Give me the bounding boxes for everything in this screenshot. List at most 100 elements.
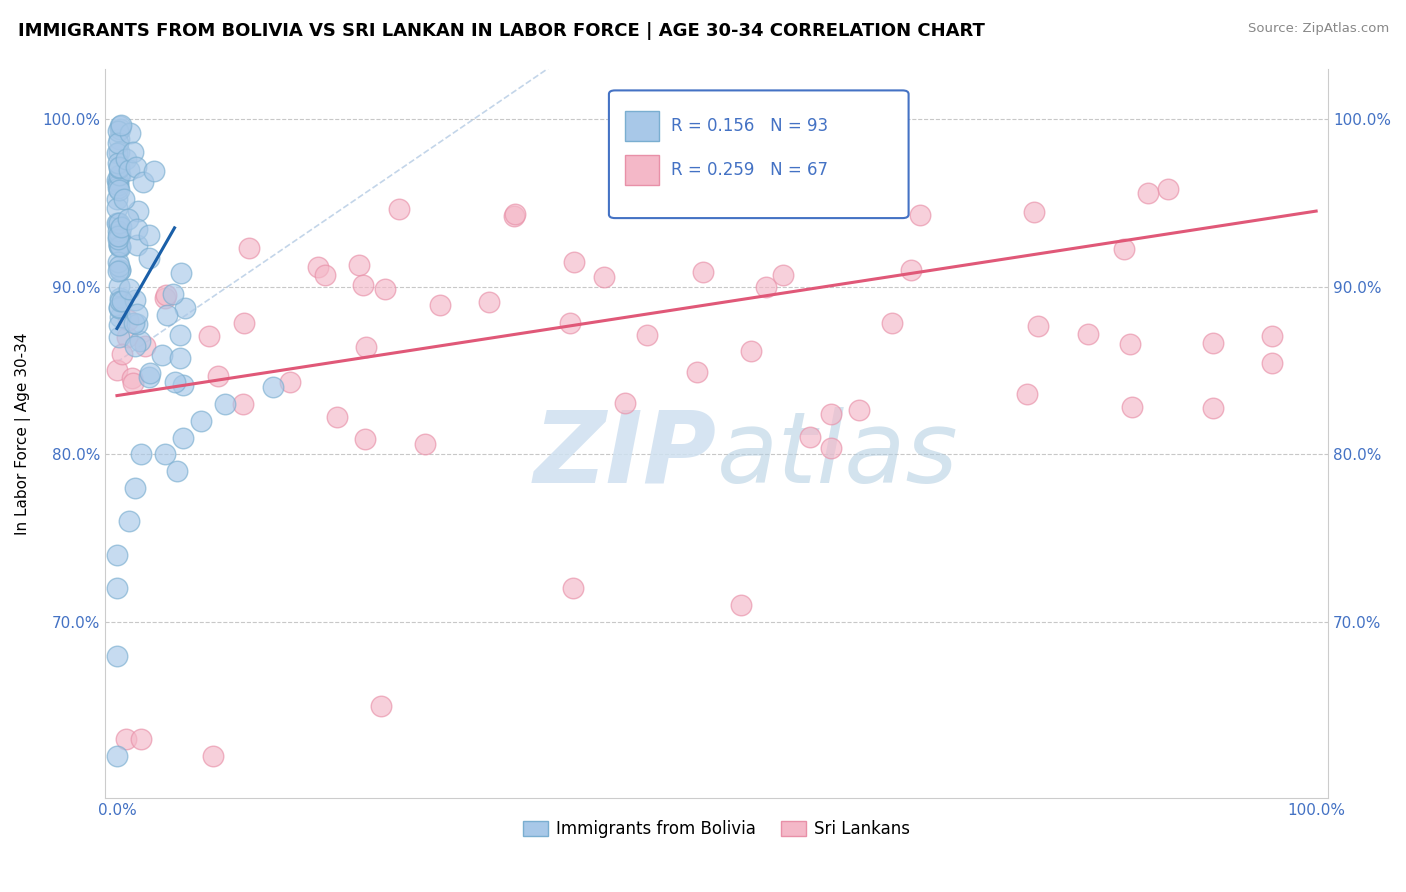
- Point: [107, 183, 129, 197]
- Point: [107, 224, 129, 238]
- Point: [107, 300, 129, 314]
- Text: R = 0.259   N = 67: R = 0.259 N = 67: [671, 161, 828, 179]
- Point: [108, 329, 131, 343]
- Point: [107, 146, 129, 161]
- Point: [121, 145, 143, 160]
- Text: atlas: atlas: [717, 407, 957, 504]
- Point: [478, 295, 501, 310]
- Point: [107, 168, 129, 182]
- Point: [107, 229, 129, 244]
- Point: [107, 178, 129, 193]
- Point: [128, 334, 150, 348]
- Point: [105, 201, 128, 215]
- Point: [108, 237, 131, 252]
- Point: [108, 310, 131, 324]
- Point: [1119, 337, 1142, 351]
- Point: [169, 327, 191, 342]
- Point: [198, 329, 221, 343]
- Point: [238, 241, 260, 255]
- Point: [505, 207, 527, 221]
- Point: [172, 430, 194, 444]
- Point: [1202, 401, 1225, 416]
- Point: [117, 211, 139, 226]
- Point: [108, 278, 131, 293]
- Point: [112, 192, 135, 206]
- Point: [356, 341, 378, 355]
- Point: [108, 262, 131, 277]
- Point: [388, 202, 411, 217]
- Point: [121, 371, 143, 385]
- Point: [107, 175, 129, 189]
- Point: [108, 160, 131, 174]
- Point: [755, 279, 778, 293]
- Point: [110, 219, 132, 234]
- Point: [848, 403, 870, 417]
- Point: [105, 548, 128, 562]
- Point: [636, 327, 658, 342]
- Point: [108, 240, 131, 254]
- Point: [111, 293, 134, 308]
- Point: [503, 209, 526, 223]
- Point: [1136, 186, 1159, 201]
- Point: [155, 288, 177, 302]
- Point: [108, 293, 131, 308]
- Point: [347, 258, 370, 272]
- Point: [122, 316, 145, 330]
- Point: [561, 582, 583, 596]
- Point: [107, 181, 129, 195]
- Point: [105, 192, 128, 206]
- Point: [125, 160, 148, 174]
- Point: [233, 316, 256, 330]
- Point: [118, 163, 141, 178]
- Point: [153, 292, 176, 306]
- Point: [169, 351, 191, 365]
- Point: [772, 268, 794, 282]
- Point: [692, 265, 714, 279]
- Point: [124, 293, 146, 307]
- Bar: [624, 154, 659, 186]
- Text: ZIP: ZIP: [533, 407, 717, 504]
- Point: [354, 432, 377, 446]
- Point: [314, 268, 336, 282]
- Point: [110, 121, 132, 136]
- Point: [214, 397, 236, 411]
- Point: [740, 343, 762, 358]
- Point: [150, 348, 173, 362]
- Point: [127, 203, 149, 218]
- Point: [207, 368, 229, 383]
- Point: [1202, 336, 1225, 351]
- Point: [1026, 318, 1049, 333]
- Point: [173, 301, 195, 316]
- Point: [105, 215, 128, 229]
- Point: [232, 397, 254, 411]
- Point: [108, 301, 131, 316]
- Point: [190, 414, 212, 428]
- Point: [108, 228, 131, 243]
- Point: [110, 120, 132, 134]
- Point: [138, 370, 160, 384]
- Point: [307, 260, 329, 274]
- Point: [153, 447, 176, 461]
- Text: R = 0.156   N = 93: R = 0.156 N = 93: [671, 117, 828, 136]
- Point: [107, 216, 129, 230]
- Point: [138, 228, 160, 243]
- Point: [429, 298, 451, 312]
- Point: [374, 282, 396, 296]
- Point: [107, 136, 129, 151]
- Point: [127, 307, 149, 321]
- Point: [1260, 356, 1282, 370]
- Point: [799, 430, 821, 444]
- Point: [107, 132, 129, 146]
- Point: [1156, 182, 1178, 196]
- Point: [107, 156, 129, 170]
- Point: [105, 173, 128, 187]
- Point: [107, 216, 129, 230]
- Point: [166, 464, 188, 478]
- Point: [110, 227, 132, 241]
- Point: [1114, 242, 1136, 256]
- Y-axis label: In Labor Force | Age 30-34: In Labor Force | Age 30-34: [15, 332, 31, 534]
- Point: [105, 582, 128, 596]
- Point: [820, 441, 842, 455]
- Point: [107, 232, 129, 246]
- Point: [900, 262, 922, 277]
